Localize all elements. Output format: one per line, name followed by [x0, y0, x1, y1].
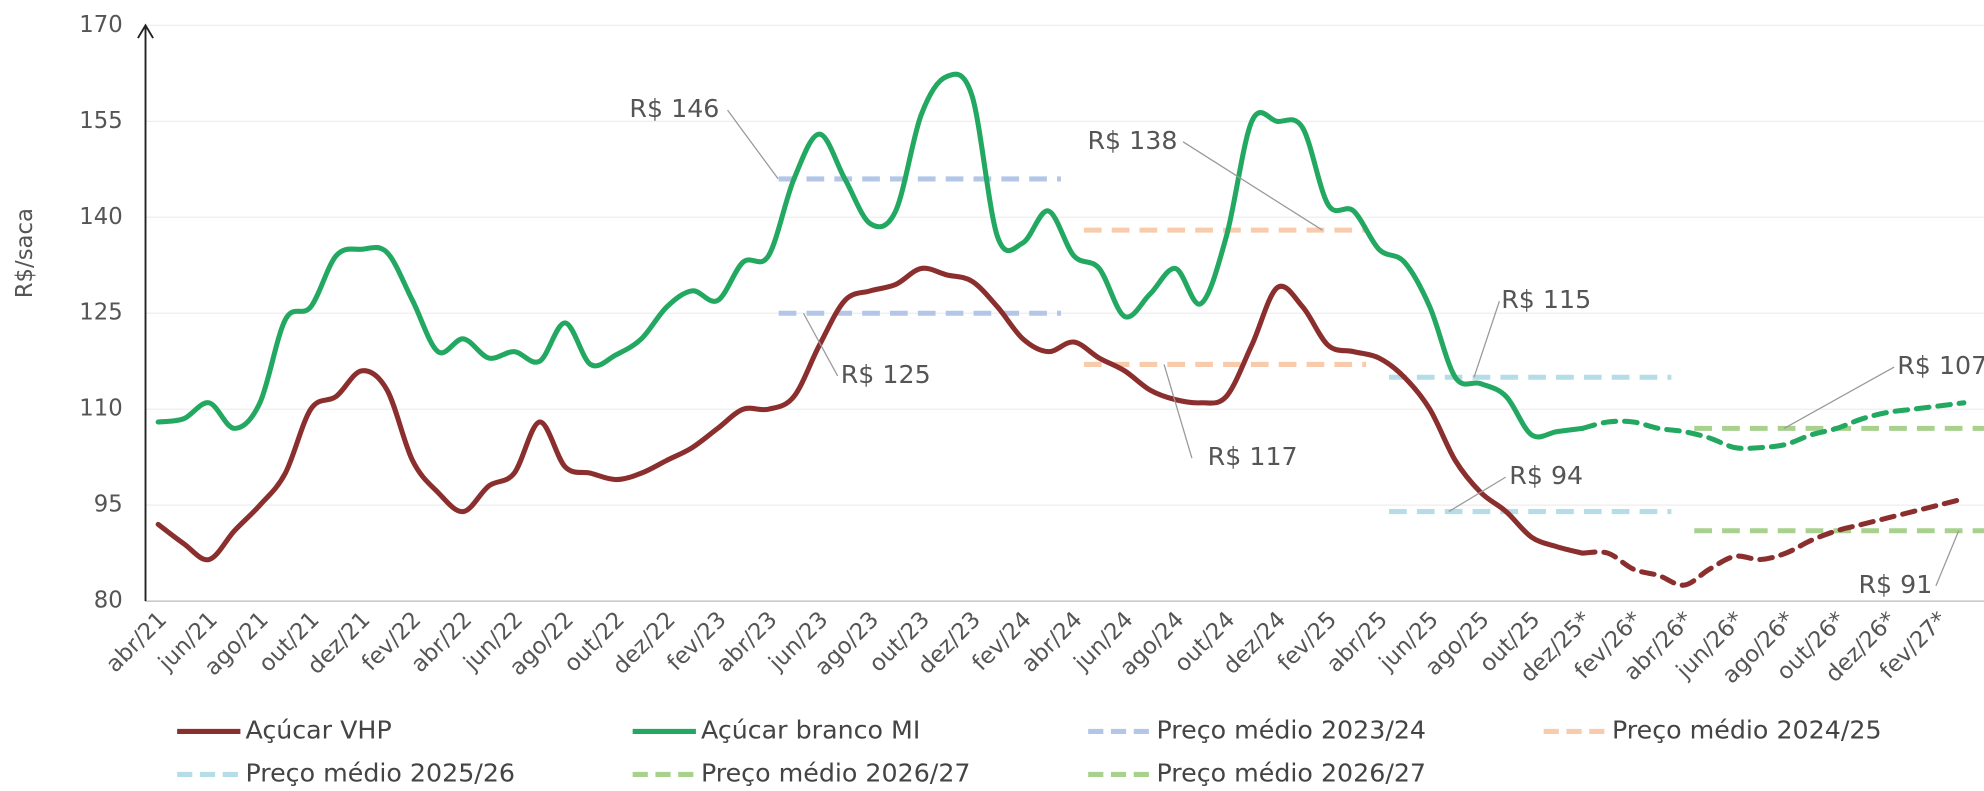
series-line [1579, 496, 1967, 588]
y-tick-label: 125 [79, 300, 122, 326]
y-axis-label: R$/saca [12, 208, 38, 298]
annotation: R$ 107 [1897, 351, 1984, 380]
legend-label: Açúcar VHP [245, 715, 391, 744]
y-tick-label: 140 [79, 204, 122, 230]
annotation-leader [1935, 530, 1960, 587]
x-tick-label: abr/21 [101, 607, 172, 678]
y-tick-label: 95 [94, 492, 123, 518]
annotation-leader [727, 109, 779, 180]
legend-label: Preço médio 2024/25 [1612, 715, 1882, 744]
legend-label: Preço médio 2026/27 [701, 758, 971, 787]
annotation-leader [1163, 364, 1193, 459]
series-line [1579, 400, 1967, 451]
y-tick-label: 110 [79, 396, 122, 422]
annotation-leader [1182, 141, 1323, 231]
y-tick-label: 170 [79, 12, 122, 38]
annotation-leader [802, 312, 839, 377]
annotation-leader [1448, 476, 1507, 513]
annotation: R$ 91 [1858, 570, 1932, 599]
annotation: R$ 115 [1501, 285, 1591, 314]
legend-label: Açúcar branco MI [701, 715, 920, 744]
series-line [155, 265, 1585, 563]
annotation-leader [1783, 366, 1895, 429]
annotation: R$ 125 [841, 360, 931, 389]
annotation: R$ 138 [1087, 126, 1177, 155]
y-tick-label: 80 [94, 588, 123, 614]
annotation-leader [1473, 301, 1500, 378]
annotation: R$ 94 [1509, 461, 1583, 490]
annotation: R$ 146 [629, 94, 719, 123]
y-tick-label: 155 [79, 108, 122, 134]
legend-label: Preço médio 2023/24 [1156, 715, 1426, 744]
series-line [155, 71, 1585, 440]
annotation: R$ 117 [1208, 442, 1298, 471]
legend-label: Preço médio 2026/27 [1156, 758, 1426, 787]
legend-label: Preço médio 2025/26 [245, 758, 515, 787]
y-axis-arrow [137, 23, 154, 39]
